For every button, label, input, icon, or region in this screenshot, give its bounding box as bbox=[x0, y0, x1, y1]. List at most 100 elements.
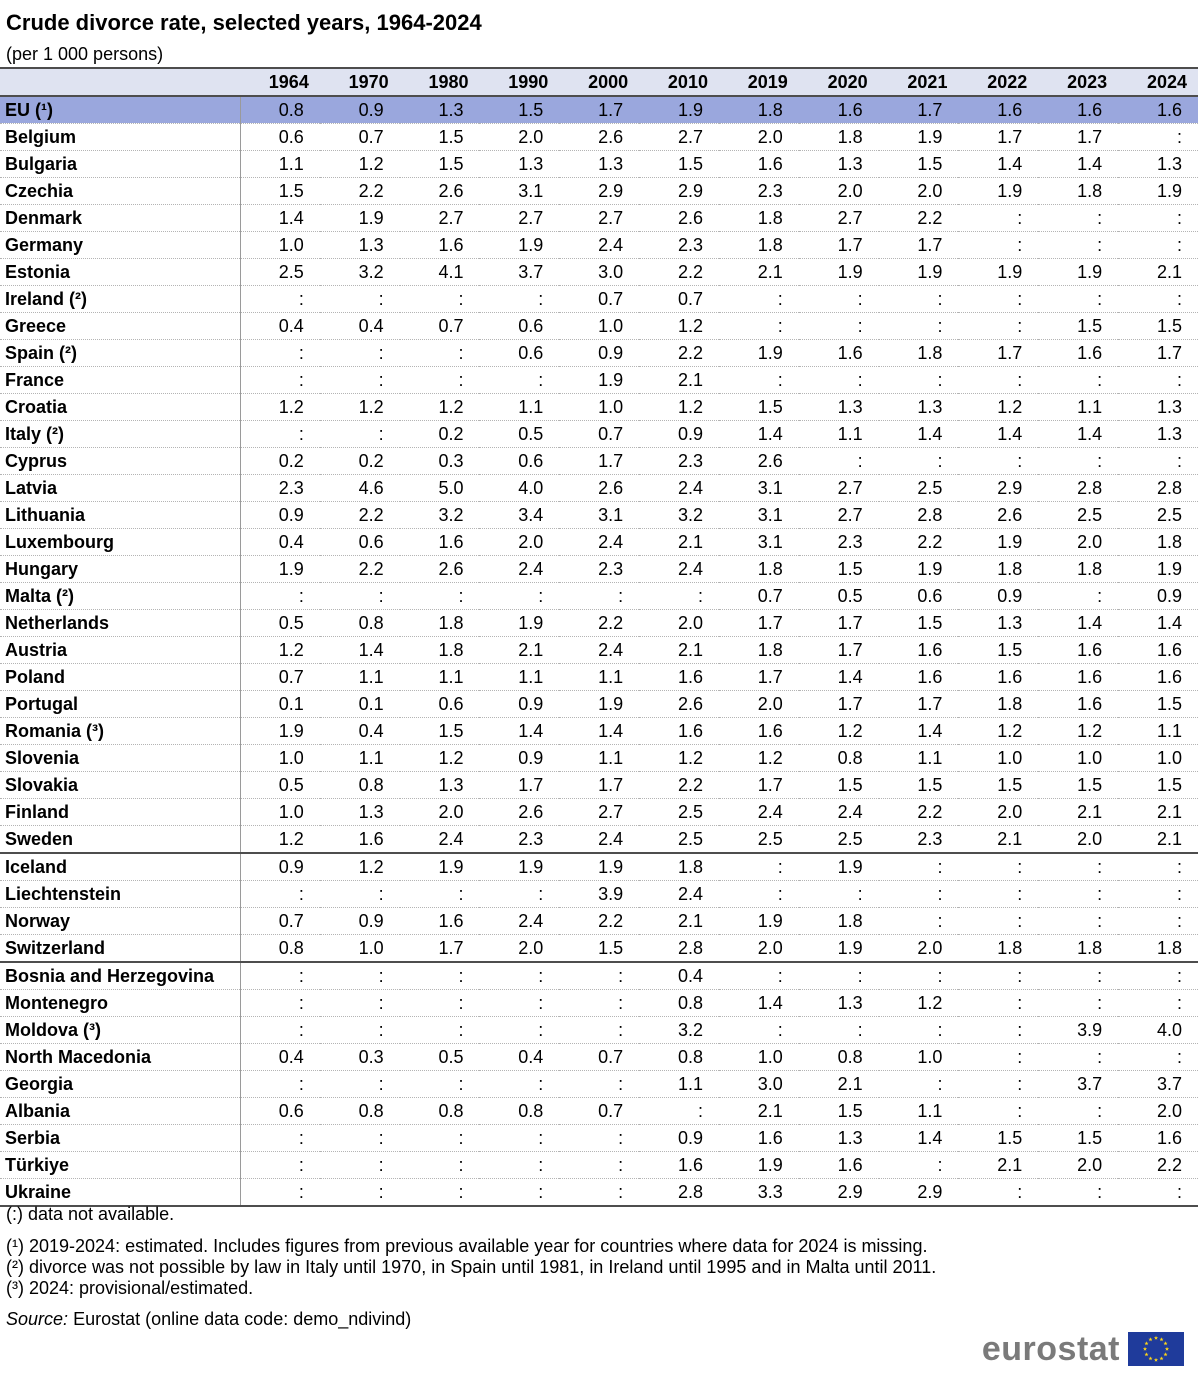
column-header-2023: 2023 bbox=[1038, 67, 1119, 97]
row-label: North Macedonia bbox=[0, 1043, 241, 1071]
table-row: Serbia:::::0.9 1.6 1.3 1.4 1.5 1.5 1.6 bbox=[0, 1124, 1198, 1152]
table-cell: 2.2 bbox=[639, 339, 719, 367]
table-cell: 1.0 bbox=[1118, 744, 1198, 772]
table-cell: : bbox=[718, 285, 799, 313]
table-cell: : bbox=[559, 989, 640, 1017]
table-cell: : bbox=[1038, 582, 1119, 610]
table-cell: 1.6 bbox=[718, 1124, 799, 1152]
table-cell: : bbox=[958, 285, 1039, 313]
flag-star bbox=[1144, 1341, 1149, 1346]
footnote-1: (¹) 2019-2024: estimated. Includes figur… bbox=[6, 1236, 928, 1256]
table-cell: 1.9 bbox=[559, 366, 640, 394]
table-cell: 2.2 bbox=[639, 771, 719, 799]
table-cell: 1.2 bbox=[958, 393, 1039, 421]
table-cell: : bbox=[878, 312, 959, 340]
row-label: Czechia bbox=[0, 177, 241, 205]
table-cell: : bbox=[1118, 204, 1198, 232]
table-cell: : bbox=[559, 1070, 640, 1098]
table-cell: 0.7 bbox=[319, 123, 400, 151]
table-cell: 2.9 bbox=[958, 474, 1039, 502]
table-row: Romania (³) 1.9 0.4 1.5 1.4 1.4 1.6 1.6 1.2 1.4 1.… bbox=[0, 717, 1198, 745]
table-cell: 2.8 bbox=[1038, 474, 1119, 502]
table-cell: 0.2 bbox=[399, 420, 480, 448]
table-cell: 1.8 bbox=[1038, 177, 1119, 205]
table-cell: 1.6 bbox=[319, 825, 400, 854]
table-cell: : bbox=[319, 989, 400, 1017]
table-row: Türkiye:::::1.6 1.9 1.6:2.1 2.0 2.2 bbox=[0, 1151, 1198, 1179]
table-cell: 1.5 bbox=[878, 609, 959, 637]
table-cell: 1.2 bbox=[319, 852, 400, 881]
table-row: Liechtenstein::::3.9 2.4:::::: bbox=[0, 880, 1198, 908]
table-cell: 2.5 bbox=[798, 825, 879, 854]
table-row: Croatia 1.2 1.2 1.2 1.1 1.0 1.2 1.5 1.3 1.3 1.2 1.1… bbox=[0, 393, 1198, 421]
table-cell: 1.2 bbox=[319, 150, 400, 178]
table-cell: 3.9 bbox=[559, 880, 640, 908]
table-cell: 1.6 bbox=[1038, 339, 1119, 367]
table-cell: 1.4 bbox=[1038, 420, 1119, 448]
table-cell: 1.4 bbox=[878, 717, 959, 745]
table-cell: 2.1 bbox=[639, 907, 719, 935]
table-cell: 1.7 bbox=[798, 636, 879, 664]
table-cell: 2.3 bbox=[798, 528, 879, 556]
table-cell: : bbox=[399, 1070, 480, 1098]
table-cell: 1.8 bbox=[958, 690, 1039, 718]
table-cell: : bbox=[240, 366, 320, 394]
table-cell: 1.2 bbox=[240, 825, 320, 854]
table-cell: 1.8 bbox=[718, 231, 799, 259]
row-label: Ukraine bbox=[0, 1178, 241, 1207]
table-cell: : bbox=[319, 961, 400, 990]
column-header-1990: 1990 bbox=[479, 67, 560, 97]
table-cell: 2.3 bbox=[878, 825, 959, 854]
row-label: Liechtenstein bbox=[0, 880, 241, 908]
table-cell: 2.1 bbox=[1118, 798, 1198, 826]
table-cell: : bbox=[479, 1124, 560, 1152]
table-cell: 1.0 bbox=[559, 393, 640, 421]
table-cell: : bbox=[479, 285, 560, 313]
table-row: Bulgaria 1.1 1.2 1.5 1.3 1.3 1.5 1.6 1.3 1.5 1.4 1.… bbox=[0, 150, 1198, 178]
table-cell: 2.0 bbox=[1038, 825, 1119, 854]
table-cell: 1.8 bbox=[1118, 528, 1198, 556]
table-cell: 0.1 bbox=[240, 690, 320, 718]
table-cell: 2.5 bbox=[1118, 501, 1198, 529]
table-cell: : bbox=[240, 961, 320, 990]
table-cell: 0.9 bbox=[479, 690, 560, 718]
table-cell: 1.1 bbox=[240, 150, 320, 178]
table-cell: 1.6 bbox=[639, 663, 719, 691]
table-cell: 2.4 bbox=[798, 798, 879, 826]
table-cell: 2.5 bbox=[639, 798, 719, 826]
table-cell: 1.9 bbox=[798, 934, 879, 963]
table-row: Lithuania 0.9 2.2 3.2 3.4 3.1 3.2 3.1 2.7 2.8 2.6 2… bbox=[0, 501, 1198, 529]
table-cell: 1.5 bbox=[479, 96, 560, 124]
table-cell: : bbox=[399, 989, 480, 1017]
table-cell: 1.3 bbox=[798, 150, 879, 178]
table-cell: 1.2 bbox=[399, 393, 480, 421]
source-label: Source: bbox=[6, 1309, 69, 1329]
table-cell: 2.1 bbox=[1038, 798, 1119, 826]
table-cell: 1.5 bbox=[1118, 690, 1198, 718]
table-cell: 1.5 bbox=[958, 636, 1039, 664]
table-cell: : bbox=[718, 312, 799, 340]
table-cell: 0.9 bbox=[559, 339, 640, 367]
table-cell: : bbox=[878, 447, 959, 475]
table-cell: 1.0 bbox=[240, 231, 320, 259]
table-row: Ireland (²)::::0.7 0.7:::::: bbox=[0, 285, 1198, 313]
table-cell: 4.0 bbox=[479, 474, 560, 502]
table-cell: 1.9 bbox=[319, 204, 400, 232]
table-cell: 0.8 bbox=[798, 744, 879, 772]
table-cell: 1.8 bbox=[718, 204, 799, 232]
table-cell: : bbox=[1038, 852, 1119, 881]
table-cell: 1.8 bbox=[718, 636, 799, 664]
table-cell: 1.2 bbox=[399, 744, 480, 772]
table-cell: 0.5 bbox=[479, 420, 560, 448]
row-label: Sweden bbox=[0, 825, 241, 854]
table-cell: 1.6 bbox=[1118, 636, 1198, 664]
table-cell: 1.1 bbox=[639, 1070, 719, 1098]
table-cell: : bbox=[240, 285, 320, 313]
table-cell: 2.5 bbox=[1038, 501, 1119, 529]
table-cell: 1.5 bbox=[399, 150, 480, 178]
table-cell: : bbox=[319, 1178, 400, 1207]
table-cell: 2.0 bbox=[878, 934, 959, 963]
table-cell: 1.7 bbox=[559, 447, 640, 475]
table-cell: 2.2 bbox=[1118, 1151, 1198, 1179]
table-cell: : bbox=[958, 312, 1039, 340]
